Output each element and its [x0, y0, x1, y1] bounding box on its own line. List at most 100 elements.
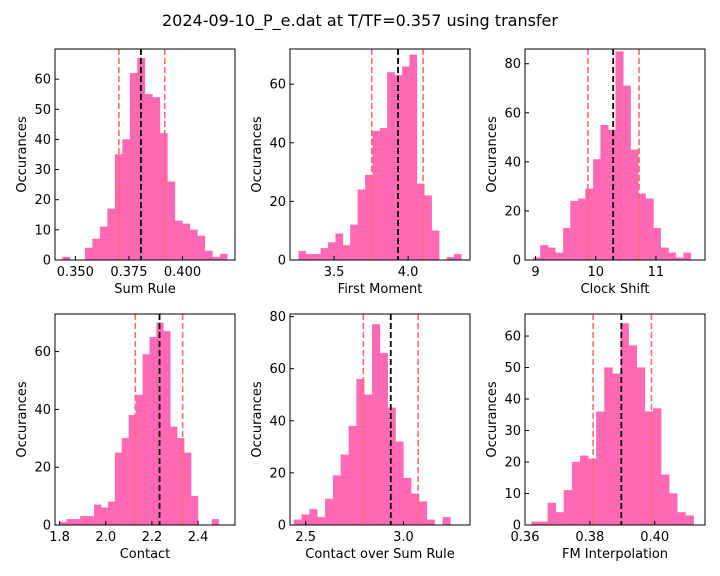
x-tick-label: 11 — [648, 265, 665, 280]
y-axis-label: Occurances — [485, 381, 500, 457]
histogram-bar — [653, 227, 661, 261]
histogram-bar — [73, 519, 81, 526]
histogram-bar — [548, 247, 556, 261]
subplot-2: 3.5 4.0 0 20 40 60 First Moment Occurances — [250, 48, 471, 297]
histogram-bar — [182, 223, 191, 261]
y-tick-label: 60 — [504, 330, 521, 345]
y-tick-label: 20 — [269, 195, 286, 210]
subplot-6: 0.36 0.38 0.40 0 10 20 30 40 50 60 FM Interpolatio… — [485, 313, 706, 562]
x-tick-label: 2.4 — [188, 530, 209, 545]
histogram-bar — [348, 425, 357, 526]
histogram-bar — [608, 129, 616, 261]
y-tick-label: 80 — [269, 310, 286, 325]
histogram-bar — [570, 200, 579, 261]
histogram-bar — [163, 331, 171, 526]
y-axis: 0 20 40 60 80 — [504, 57, 529, 269]
histogram-bars — [293, 324, 451, 526]
histogram-bar — [424, 195, 432, 261]
histogram-bar — [615, 51, 624, 261]
x-axis: 2.5 3.0 — [295, 521, 414, 545]
y-tick-label: 10 — [34, 223, 51, 238]
figure-title: 2024-09-10_P_e.dat at T/TF=0.357 using t… — [162, 11, 558, 31]
histogram-bar — [426, 519, 435, 526]
histogram-bar — [571, 461, 581, 526]
histogram-bar — [94, 504, 102, 526]
y-axis-label: Occurances — [485, 116, 500, 192]
histogram-bar — [563, 227, 571, 261]
axes-frame — [524, 313, 706, 526]
x-tick-label: 9 — [531, 265, 539, 280]
histogram-bar — [114, 452, 123, 526]
histogram-bar — [645, 198, 654, 261]
x-axis: 1.8 2.0 2.2 2.4 — [49, 521, 208, 545]
histogram-bar — [121, 438, 129, 526]
histogram-bar — [167, 181, 176, 261]
x-tick-label: 2.5 — [295, 530, 316, 545]
histogram-bar — [431, 230, 440, 261]
histogram-bar — [578, 198, 586, 261]
y-tick-label: 50 — [504, 361, 521, 376]
histogram-bar — [144, 94, 153, 261]
subplot-5: 2.5 3.0 0 20 40 60 80 Contact over Sum Rule Occu… — [250, 310, 471, 562]
x-tick-label: 3.0 — [393, 530, 414, 545]
axes-frame — [524, 48, 706, 261]
y-tick-label: 30 — [34, 163, 51, 178]
histogram-bar — [540, 245, 549, 261]
histogram-bar — [92, 238, 101, 261]
histogram-bar — [340, 454, 349, 526]
y-tick-label: 10 — [504, 487, 521, 502]
y-tick-label: 20 — [34, 193, 51, 208]
histogram-bar — [66, 519, 74, 526]
axes-frame — [54, 48, 236, 261]
y-tick-label: 60 — [269, 362, 286, 377]
y-tick-label: 20 — [269, 466, 286, 481]
histogram-bars — [59, 322, 219, 526]
x-tick-label: 0.400 — [164, 265, 201, 280]
subplot-4: 1.8 2.0 2.2 2.4 0 20 40 60 Contact Occurances — [15, 313, 236, 562]
y-tick-label: 20 — [34, 461, 51, 476]
histogram-bar — [142, 354, 150, 526]
histogram-bar — [293, 519, 302, 526]
histogram-bar — [685, 515, 694, 526]
histogram-bar — [357, 189, 366, 261]
histogram-bar — [579, 455, 589, 526]
histogram-bar — [661, 474, 670, 526]
histogram-bar — [636, 367, 646, 526]
histogram-bar — [174, 220, 183, 261]
y-tick-label: 0 — [43, 519, 51, 534]
y-axis: 0 20 40 60 80 — [269, 310, 294, 534]
histogram-bar — [84, 247, 93, 261]
histogram-bar — [350, 224, 358, 261]
y-tick-label: 0 — [278, 519, 286, 534]
axes-frame — [54, 313, 236, 526]
histogram-bar — [122, 139, 131, 261]
histogram-bar — [683, 252, 692, 261]
x-tick-label: 0.375 — [110, 265, 147, 280]
histogram-bars — [532, 51, 692, 261]
y-axis: 0 10 20 30 40 50 60 — [34, 73, 59, 269]
histogram-bar — [107, 501, 116, 526]
histogram-bar — [379, 352, 388, 526]
axes-frame — [289, 48, 471, 261]
histogram-bar — [453, 253, 462, 261]
histogram-bar — [630, 149, 639, 261]
y-tick-label: 30 — [504, 424, 521, 439]
histogram-bar — [604, 367, 613, 526]
x-axis: 9 10 11 — [531, 256, 664, 280]
histogram-bar — [342, 245, 351, 261]
histogram-bar — [135, 394, 143, 526]
histogram-bar — [669, 493, 678, 526]
histogram-bar — [379, 127, 388, 261]
histogram-bar — [372, 324, 381, 526]
x-tick-label: 0.38 — [575, 530, 604, 545]
x-axis-label: Sum Rule — [114, 282, 176, 297]
histogram-bar — [442, 517, 451, 526]
histogram-bar — [129, 72, 138, 261]
y-tick-label: 50 — [34, 103, 51, 118]
y-tick-label: 0 — [513, 519, 521, 534]
axes-frame — [289, 313, 471, 526]
histogram-bar — [313, 253, 321, 261]
histogram-bar — [409, 54, 418, 261]
x-axis: 3.5 4.0 — [324, 256, 418, 280]
x-tick-label: 0.40 — [640, 530, 669, 545]
